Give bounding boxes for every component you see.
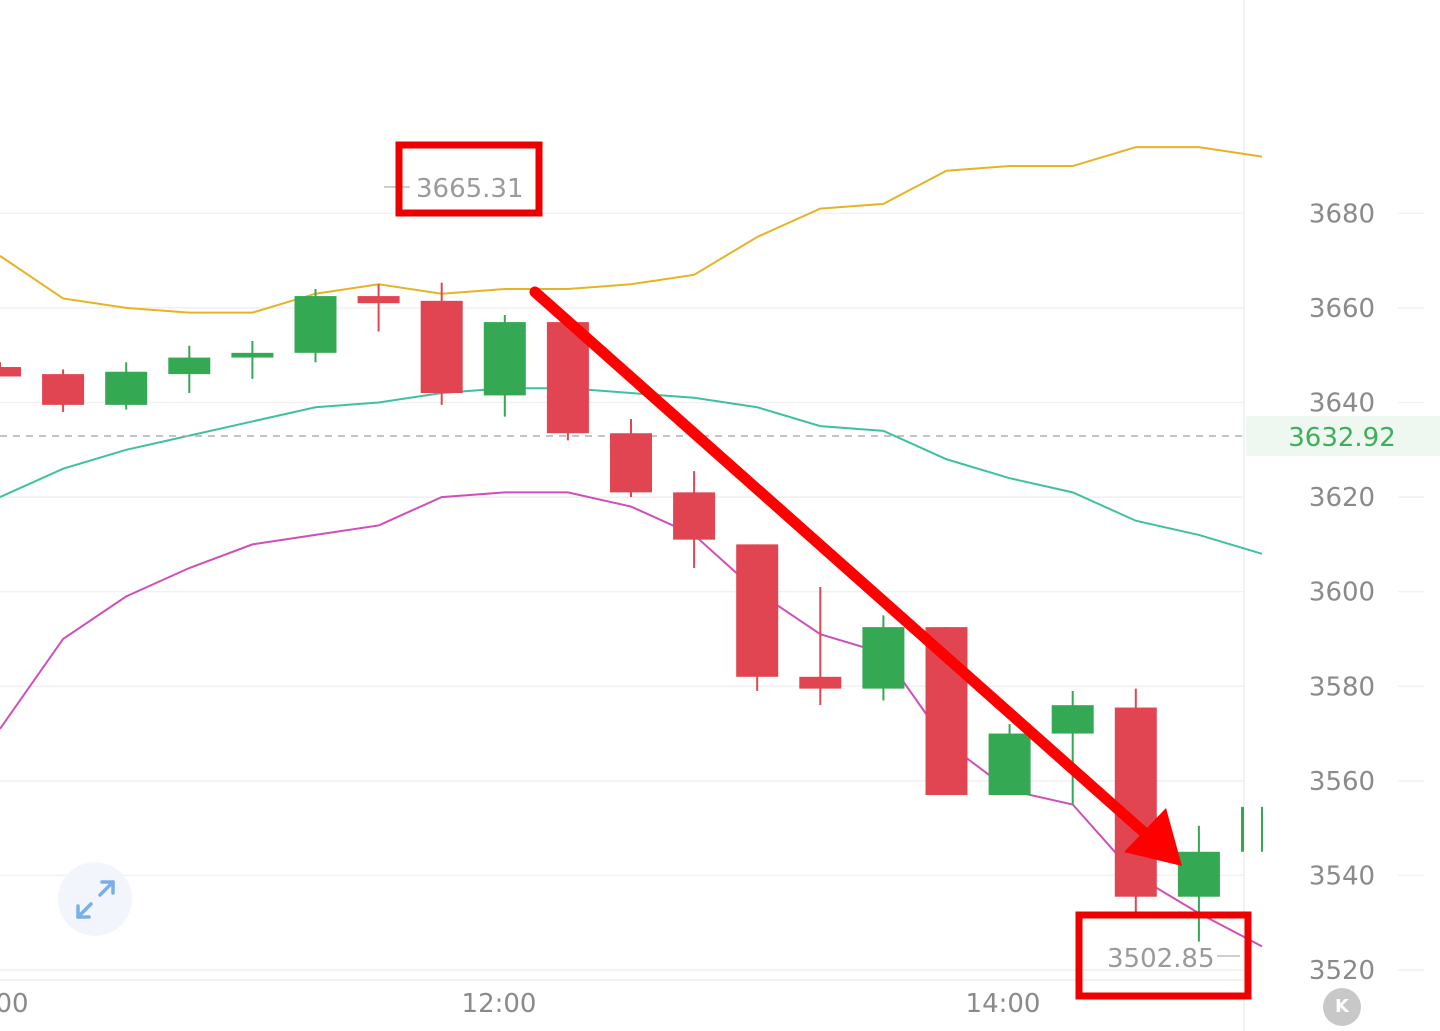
- y-tick-label: 3680: [1309, 199, 1375, 229]
- candle-body: [483, 322, 526, 396]
- candle-body: [105, 371, 148, 405]
- candle-body: [799, 676, 842, 689]
- expand-icon: [76, 880, 115, 919]
- candle-body: [1051, 705, 1094, 734]
- middle-band-line: [0, 387, 1263, 555]
- candle: [105, 362, 148, 410]
- downtrend-arrow: [529, 286, 1182, 866]
- candle-body: [420, 300, 463, 394]
- y-tick-label: 3640: [1309, 388, 1375, 418]
- lower-band-line: [0, 491, 1263, 948]
- candle-body: [1177, 851, 1220, 897]
- k-icon: K: [1335, 996, 1349, 1017]
- x-tick-label: 12:00: [462, 989, 537, 1019]
- y-tick-label: 3540: [1309, 861, 1375, 891]
- current-price-tag-bg: [1246, 415, 1440, 456]
- high-highlight-box: [395, 141, 543, 217]
- candle-body: [862, 627, 905, 689]
- bollinger-bands: [0, 146, 1263, 948]
- candle: [0, 362, 21, 377]
- low-highlight-box: [1075, 911, 1252, 1000]
- candle-body: [1114, 707, 1157, 897]
- y-tick-label: 3620: [1309, 483, 1375, 513]
- high-annotation-label: 3665.31: [416, 174, 524, 204]
- candle-body: [988, 733, 1031, 796]
- candle-body: [231, 352, 274, 358]
- x-tick-label: 14:00: [966, 989, 1041, 1019]
- candle: [610, 419, 652, 498]
- expand-chart-button[interactable]: [58, 862, 132, 936]
- grid-lines: [0, 212, 1244, 971]
- k-line-toggle-button[interactable]: K: [1323, 988, 1361, 1026]
- current-price-label: 3632.92: [1288, 423, 1396, 453]
- candle-body: [42, 374, 85, 405]
- low-annotation-label: 3502.85: [1107, 944, 1215, 974]
- y-tick-label: 3600: [1309, 578, 1375, 608]
- y-axis: 3520 3540 3560 3580 3600 3620 3640 3660 3680: [1309, 199, 1424, 986]
- candle: [1051, 690, 1094, 805]
- candle: [673, 471, 716, 569]
- candle-body: [736, 544, 779, 677]
- candle: [736, 544, 779, 691]
- candle: [1177, 825, 1220, 942]
- candle: [420, 282, 463, 405]
- candle-body: [1241, 806, 1244, 852]
- candle: [42, 369, 85, 412]
- candle-body: [168, 357, 211, 375]
- x-axis: 00 12:00 14:00: [0, 989, 1040, 1019]
- candle: [799, 586, 842, 706]
- y-tick-label: 3520: [1309, 956, 1375, 986]
- candle: [231, 341, 274, 379]
- candle: [357, 284, 400, 332]
- candle-body: [0, 367, 21, 377]
- candle-body: [610, 433, 652, 493]
- candle: [988, 724, 1031, 796]
- upper-band-line: [0, 146, 1263, 314]
- candle: [483, 315, 526, 417]
- candle-body: [357, 296, 400, 304]
- candle: [1114, 688, 1157, 914]
- x-tick-label: 00: [0, 989, 29, 1019]
- candle-body: [673, 492, 716, 540]
- y-tick-label: 3580: [1309, 672, 1375, 702]
- y-tick-label: 3660: [1309, 294, 1375, 324]
- y-tick-label: 3560: [1309, 767, 1375, 797]
- candle: [862, 615, 905, 701]
- candle: [1241, 806, 1263, 852]
- candle: [168, 345, 211, 394]
- candle-body: [294, 296, 337, 353]
- candle: [294, 288, 337, 363]
